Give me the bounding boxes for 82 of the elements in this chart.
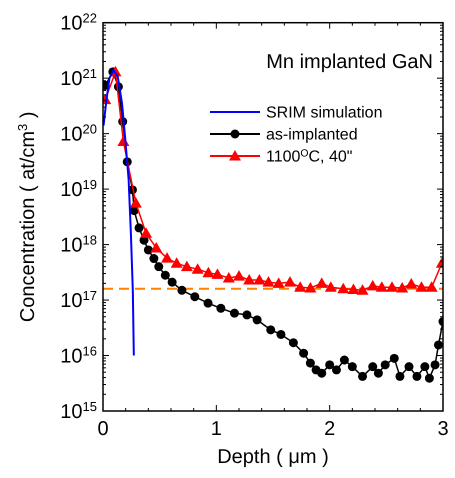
point bbox=[358, 372, 368, 381]
point bbox=[366, 280, 379, 290]
point bbox=[317, 368, 326, 378]
x-tick-label: 1 bbox=[210, 418, 222, 440]
point bbox=[160, 270, 170, 280]
point bbox=[216, 304, 226, 313]
legend-label: as-implanted bbox=[266, 126, 358, 144]
point bbox=[374, 368, 383, 378]
point bbox=[325, 360, 334, 370]
y-tick-label: 10$^{22}$ bbox=[60, 10, 97, 35]
point bbox=[294, 281, 306, 292]
point bbox=[177, 286, 186, 295]
point bbox=[252, 315, 262, 324]
point bbox=[424, 374, 434, 383]
point bbox=[266, 325, 276, 334]
point bbox=[426, 281, 438, 292]
point bbox=[316, 277, 328, 288]
point bbox=[272, 277, 285, 288]
point bbox=[242, 310, 252, 320]
y-tick-label: 10$^{21}$ bbox=[60, 66, 97, 90]
point bbox=[233, 270, 245, 281]
point bbox=[190, 292, 200, 302]
y-tick-label: 10$^{16}$ bbox=[60, 343, 97, 368]
point bbox=[324, 281, 337, 292]
point bbox=[404, 362, 414, 372]
point bbox=[134, 223, 144, 232]
point bbox=[420, 362, 430, 372]
point bbox=[415, 281, 428, 292]
point bbox=[243, 274, 256, 284]
point bbox=[150, 242, 162, 252]
point bbox=[161, 252, 174, 263]
point bbox=[130, 197, 142, 208]
y-tick-label: 10$^{20}$ bbox=[60, 121, 97, 146]
point bbox=[376, 281, 388, 292]
point bbox=[144, 245, 153, 254]
x-axis-title: Depth ( μm ) bbox=[217, 446, 329, 468]
point bbox=[434, 340, 443, 350]
point bbox=[288, 338, 298, 348]
y-tick-label: 10$^{17}$ bbox=[60, 288, 97, 312]
legend-label: SRIM simulation bbox=[266, 104, 382, 122]
point bbox=[430, 360, 440, 370]
point bbox=[412, 372, 422, 381]
point bbox=[180, 260, 193, 272]
point bbox=[140, 227, 152, 238]
point bbox=[299, 348, 308, 358]
point bbox=[284, 276, 296, 287]
point bbox=[396, 282, 408, 292]
point bbox=[347, 284, 360, 294]
x-tick-label: 0 bbox=[97, 418, 109, 440]
point bbox=[390, 354, 399, 363]
y-tick-label: 10$^{15}$ bbox=[60, 398, 97, 423]
point bbox=[348, 362, 357, 372]
y-tick-label: 10$^{18}$ bbox=[60, 232, 97, 257]
point bbox=[149, 254, 158, 264]
legend-label: 1100$^{O}$C, 40" bbox=[266, 148, 352, 166]
x-tick-label: 3 bbox=[437, 418, 449, 440]
point bbox=[170, 257, 183, 268]
y-tick-label: 10$^{19}$ bbox=[60, 176, 97, 202]
point bbox=[306, 358, 315, 368]
point bbox=[337, 282, 350, 294]
point bbox=[192, 263, 204, 274]
point bbox=[204, 298, 213, 308]
point bbox=[395, 372, 404, 381]
point bbox=[332, 365, 341, 374]
point bbox=[276, 330, 286, 339]
point bbox=[356, 284, 369, 295]
point bbox=[304, 282, 316, 292]
x-tick-label: 2 bbox=[324, 418, 336, 440]
point bbox=[154, 262, 164, 272]
point bbox=[168, 278, 177, 287]
point bbox=[368, 362, 378, 372]
point bbox=[386, 281, 398, 292]
point bbox=[222, 272, 235, 282]
point bbox=[262, 276, 274, 287]
point bbox=[202, 266, 214, 278]
point bbox=[405, 278, 418, 288]
point bbox=[211, 268, 224, 279]
point bbox=[230, 308, 239, 318]
point bbox=[380, 360, 390, 370]
text: Mn implanted GaN bbox=[266, 51, 433, 73]
point bbox=[253, 274, 266, 284]
point bbox=[340, 356, 349, 365]
